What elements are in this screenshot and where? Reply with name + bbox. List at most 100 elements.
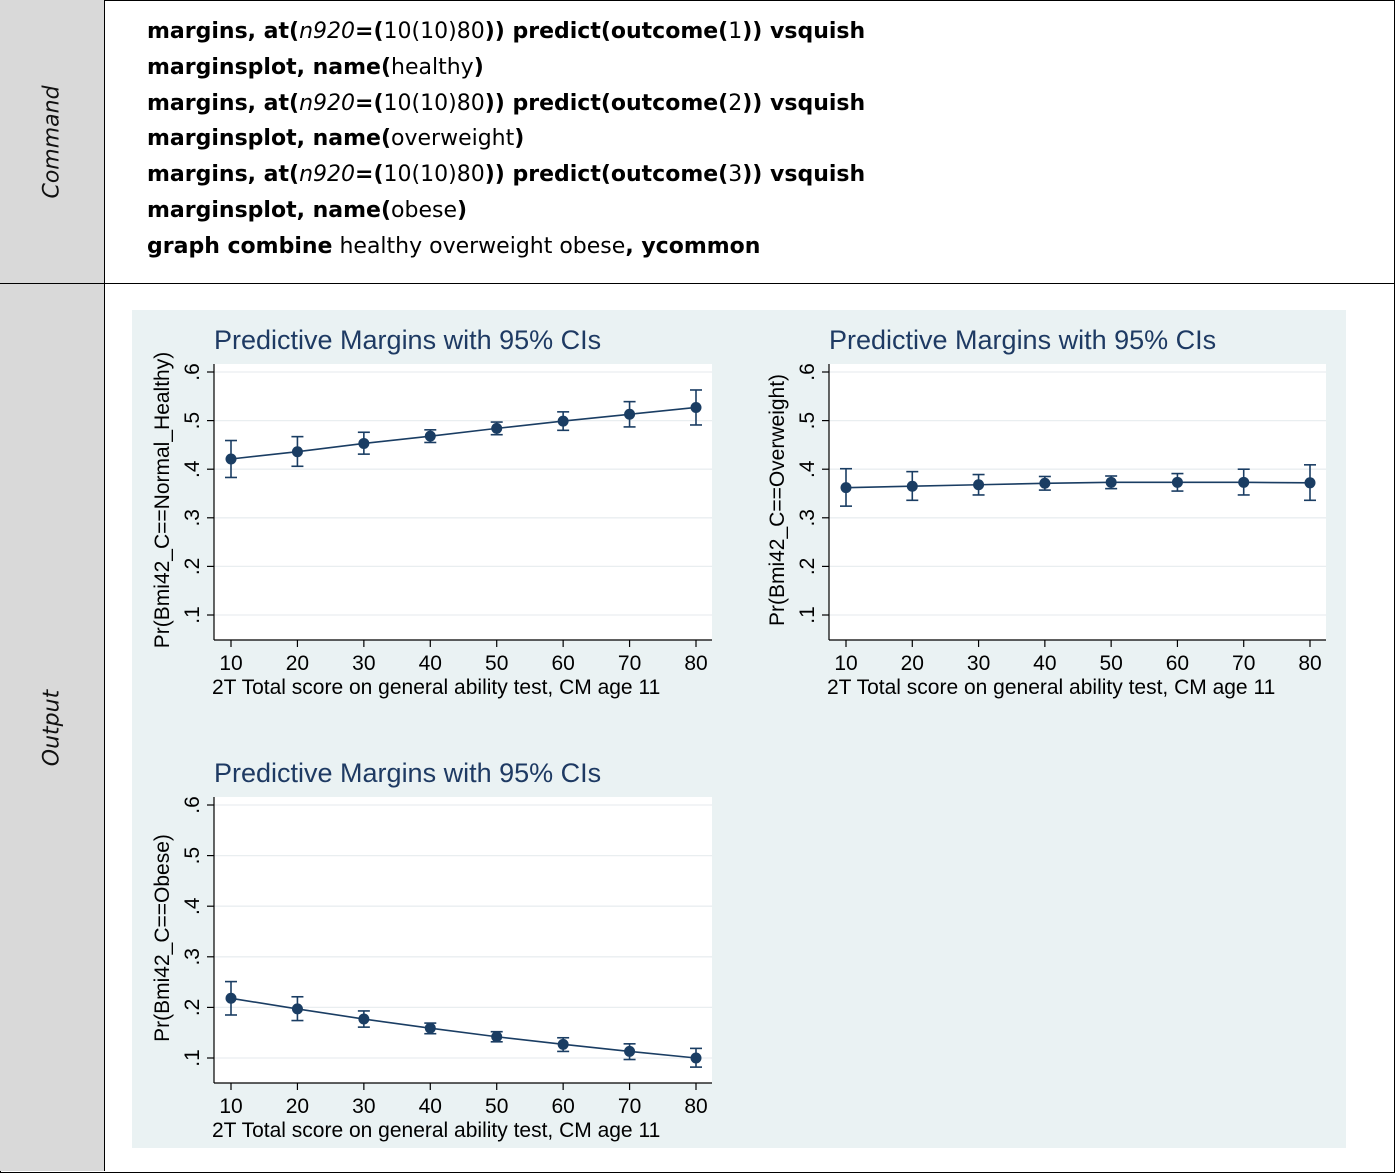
command-token: =(	[355, 19, 384, 44]
data-point	[624, 408, 636, 420]
x-tick-label: 40	[419, 1095, 442, 1118]
command-token: )	[473, 54, 484, 80]
section-divider	[105, 283, 1395, 284]
data-point	[557, 1038, 569, 1050]
data-point	[291, 446, 303, 458]
command-token: 10(10)80	[383, 90, 485, 116]
command-token: )) predict(outcome(	[484, 90, 729, 116]
x-tick-label: 10	[219, 1095, 242, 1118]
data-point	[1304, 477, 1316, 489]
x-tick-label: 60	[551, 652, 574, 675]
x-tick-label: 30	[352, 1095, 375, 1118]
command-token: , ycommon	[625, 233, 761, 259]
data-point	[1171, 476, 1183, 488]
x-tick-label: 20	[286, 1095, 309, 1118]
command-token: 2	[728, 90, 743, 116]
x-tick-label: 30	[967, 652, 990, 675]
command-line: marginsplot, name(overweight)	[147, 121, 865, 157]
y-tick-label: .4	[796, 460, 819, 478]
output-label: Output	[39, 689, 65, 766]
plot-region	[829, 364, 1326, 640]
data-point	[358, 437, 370, 449]
command-line: margins, at(n920=(10(10)80)) predict(out…	[147, 14, 865, 50]
y-tick-label: .5	[796, 412, 819, 430]
command-token: )) vsquish	[742, 19, 866, 44]
command-token: margins, at(	[147, 19, 300, 44]
combined-margins-plot: Predictive Margins with 95% CIs .1 .2 .3 .4.…	[151, 325, 1326, 1142]
x-tick-label: 50	[1099, 652, 1122, 675]
chart-title: Predictive Margins with 95% CIs	[214, 325, 601, 355]
y-tick-label: .2	[181, 558, 204, 576]
x-tick-label: 80	[684, 1095, 707, 1118]
command-token: )) predict(outcome(	[484, 19, 729, 44]
plot-region	[214, 797, 712, 1083]
data-point	[690, 1052, 702, 1064]
x-tick-label: 60	[1166, 652, 1189, 675]
command-token: marginsplot, name(	[147, 126, 392, 152]
x-axis-label: 2T Total score on general ability test, …	[212, 1119, 660, 1142]
command-line: margins, at(n920=(10(10)80)) predict(out…	[147, 86, 865, 122]
command-token: 10(10)80	[383, 162, 485, 188]
x-tick-label: 70	[618, 652, 641, 675]
data-point	[225, 992, 237, 1004]
y-tick-label: .5	[181, 412, 204, 430]
series-line	[845, 481, 1311, 489]
x-tick-label: 80	[1298, 652, 1321, 675]
y-axis-label: Pr(Bmi42_C==Obese)	[151, 834, 174, 1042]
series-line	[230, 406, 697, 460]
data-point	[291, 1003, 303, 1015]
x-tick-label: 30	[352, 652, 375, 675]
chart-title: Predictive Margins with 95% CIs	[214, 758, 601, 788]
command-token: )	[456, 197, 468, 223]
command-line: marginsplot, name(obese)	[147, 193, 865, 229]
command-token: )	[514, 126, 525, 152]
x-axis-label: 2T Total score on general ability test, …	[212, 676, 660, 699]
data-point	[491, 422, 503, 434]
y-tick-label: .2	[181, 999, 204, 1017]
command-line: graph combine healthy overweight obese, …	[147, 229, 865, 265]
y-tick-label: .3	[796, 509, 819, 527]
x-tick-label: 60	[551, 1095, 574, 1118]
y-tick-label: .1	[796, 606, 819, 624]
command-token: n920	[299, 162, 356, 188]
y-axis-label: Pr(Bmi42_C==Overweight)	[766, 374, 789, 626]
data-point	[1039, 477, 1051, 489]
y-axis-label: Pr(Bmi42_C==Normal_Healthy)	[151, 352, 174, 648]
x-tick-label: 70	[1232, 652, 1255, 675]
y-tick-label: .5	[181, 847, 204, 865]
command-token: =(	[355, 162, 384, 188]
command-token: n920	[299, 19, 356, 44]
y-tick-label: .3	[181, 948, 204, 966]
y-tick-label: .4	[181, 897, 204, 915]
chart-panel: Predictive Margins with 95% CIs .1 .2 .3 .4.…	[151, 325, 712, 699]
x-tick-label: 20	[286, 652, 309, 675]
data-point	[906, 480, 918, 492]
data-point	[491, 1031, 503, 1043]
y-tick-label: .6	[181, 363, 204, 381]
data-point	[973, 479, 985, 491]
command-token: healthy overweight obese	[332, 233, 626, 259]
chart-title: Predictive Margins with 95% CIs	[829, 325, 1216, 355]
plot-region	[214, 364, 712, 640]
y-tick-label: .6	[796, 363, 819, 381]
command-token: obese	[391, 197, 457, 223]
graph-region: Predictive Margins with 95% CIs .1 .2 .3 .4.…	[132, 310, 1346, 1148]
command-token: margins, at(	[147, 162, 300, 188]
x-tick-label: 70	[618, 1095, 641, 1118]
data-point	[1238, 476, 1250, 488]
command-token: )) predict(outcome(	[484, 162, 729, 188]
x-tick-label: 40	[1033, 652, 1056, 675]
x-tick-label: 50	[485, 652, 508, 675]
y-tick-label: .6	[181, 796, 204, 814]
command-token: n920	[299, 90, 356, 116]
y-tick-label: .4	[181, 460, 204, 478]
command-label: Command	[39, 84, 65, 199]
chart-panel: Predictive Margins with 95% CIs .1 .2 .3 .4.…	[766, 325, 1326, 699]
data-point	[424, 1022, 436, 1034]
command-token: marginsplot, name(	[147, 54, 392, 80]
series-line	[230, 997, 697, 1059]
y-tick-label: .3	[181, 509, 204, 527]
chart-panel: Predictive Margins with 95% CIs .1 .2 .3 .4.…	[151, 758, 712, 1142]
command-token: 1	[728, 19, 743, 44]
x-tick-label: 20	[901, 652, 924, 675]
